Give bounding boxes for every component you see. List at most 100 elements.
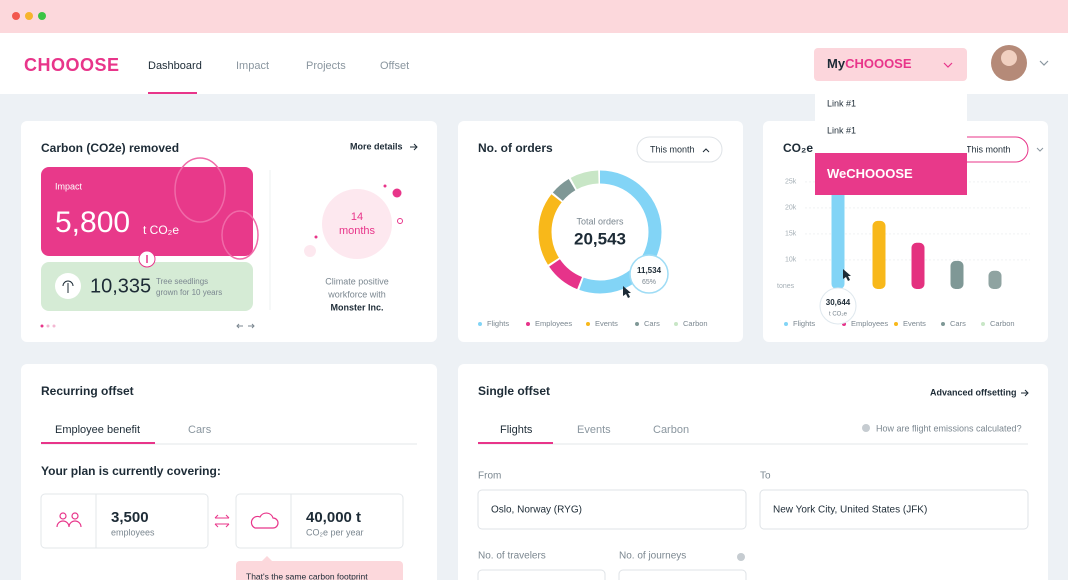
stat-box (235, 493, 404, 549)
cursor (843, 269, 851, 281)
badge (322, 189, 392, 259)
legend-dot (526, 322, 530, 326)
impact-value: 5,800 (55, 206, 130, 239)
dropdown-brand: WeCHOOOSE (827, 166, 913, 181)
legend-dot (941, 322, 945, 326)
decoration (304, 245, 316, 257)
impact-box (41, 167, 253, 256)
nav-item[interactable]: Dashboard (148, 60, 202, 72)
nav-item[interactable]: Offset (380, 60, 409, 72)
decoration (392, 188, 402, 198)
input-value: New York City, United States (JFK) (773, 505, 927, 516)
donut-chart: Flights Employees Events Cars Carbon (478, 170, 708, 328)
card-title: No. of orders (478, 141, 553, 155)
input[interactable] (759, 489, 1029, 530)
input[interactable] (477, 569, 606, 580)
avatar-face (1001, 50, 1017, 66)
card-link[interactable]: Advanced offsetting (930, 387, 1017, 397)
window-minimize[interactable] (25, 12, 33, 20)
legend-label: Cars (644, 319, 660, 328)
donut-center-value: 20,543 (574, 229, 626, 248)
field-label: No. of journeys (619, 551, 686, 562)
stat-value: 3,500 (111, 509, 149, 526)
card-title: Single offset (478, 384, 550, 398)
filter-label: This month (650, 144, 695, 154)
input[interactable] (618, 569, 747, 580)
legend-dot (586, 322, 590, 326)
bar-callout (819, 287, 857, 325)
donut-center-label: Total orders (576, 216, 624, 226)
field-label: To (760, 471, 771, 482)
card (458, 121, 743, 342)
pager-dot[interactable] (40, 324, 44, 328)
avatar-chevron[interactable] (1039, 60, 1049, 66)
window-maximize[interactable] (38, 12, 46, 20)
y-tick-label: 15k (785, 231, 797, 238)
donut-callout-percent: 65% (642, 279, 656, 286)
input[interactable] (477, 489, 747, 530)
legend-label: Flights (487, 319, 509, 328)
note-pointer (262, 556, 272, 561)
legend-label: Events (903, 319, 926, 328)
input-value: Oslo, Norway (RYG) (491, 505, 582, 516)
pager-dot[interactable] (52, 324, 56, 328)
tab[interactable]: Cars (188, 424, 212, 436)
filter-button[interactable] (636, 136, 723, 163)
stat-box (40, 493, 209, 549)
decoration (397, 218, 403, 224)
help-link[interactable]: How are flight emissions calculated? (876, 423, 1022, 433)
account-chevron (943, 62, 953, 68)
legend-label: Carbon (683, 319, 708, 328)
legend-label: Employees (535, 319, 572, 328)
trees-box (41, 262, 253, 311)
tab-active-underline (41, 442, 155, 444)
account-button[interactable] (814, 48, 967, 81)
dropdown-highlight[interactable] (815, 153, 967, 195)
y-tick-label: 20k (785, 205, 797, 212)
trees-text: Tree seedlings (156, 277, 208, 286)
dropdown-link[interactable]: Link #1 (827, 98, 856, 108)
nav-item[interactable]: Projects (306, 60, 346, 72)
dropdown-link[interactable]: Link #1 (827, 125, 856, 135)
pager-arrows[interactable] (236, 323, 255, 329)
pager-dot[interactable] (46, 324, 50, 328)
badge-text: months (339, 225, 376, 237)
decoration (221, 210, 259, 260)
info-icon[interactable] (737, 553, 745, 561)
cursor (623, 286, 631, 298)
window-close[interactable] (12, 12, 20, 20)
legend-label: Carbon (990, 319, 1015, 328)
legend-dot (478, 322, 482, 326)
decoration (383, 184, 387, 188)
badge-text: 14 (351, 211, 363, 223)
trees-value: 10,335 (90, 275, 151, 297)
bar (988, 270, 1002, 289)
tab[interactable]: Employee benefit (55, 424, 140, 436)
nav-item[interactable]: Impact (236, 60, 269, 72)
bar (950, 260, 964, 289)
tab[interactable]: Flights (500, 424, 533, 436)
bar-chart: 10k 15k 20k 25k tones Flights Employees Events C… (777, 152, 1030, 328)
bar-callout-unit: t CO₂e (829, 312, 848, 318)
tab[interactable]: Carbon (653, 424, 689, 436)
filter-chevron (1036, 147, 1044, 152)
trees-text: grown for 10 years (156, 288, 222, 297)
card-title: CO₂e l (783, 141, 820, 155)
y-tick-label: 10k (785, 257, 797, 264)
dropdown-brand-name: CHOOOSE (846, 166, 913, 181)
info-icon[interactable] (862, 424, 870, 432)
tab-active-underline (478, 442, 553, 444)
legend-label: Flights (793, 319, 815, 328)
logo[interactable]: CHOOOSE (24, 55, 120, 75)
donut-callout-value: 11,534 (637, 266, 662, 275)
nav-active-underline (148, 92, 197, 94)
legend-dot (635, 322, 639, 326)
account-label: MyCHOOOSE (827, 56, 912, 71)
card-link[interactable]: More details (350, 141, 403, 151)
tab[interactable]: Events (577, 424, 611, 436)
y-axis-label: tones (777, 283, 795, 290)
bar (911, 242, 925, 289)
field-label: From (478, 471, 501, 482)
